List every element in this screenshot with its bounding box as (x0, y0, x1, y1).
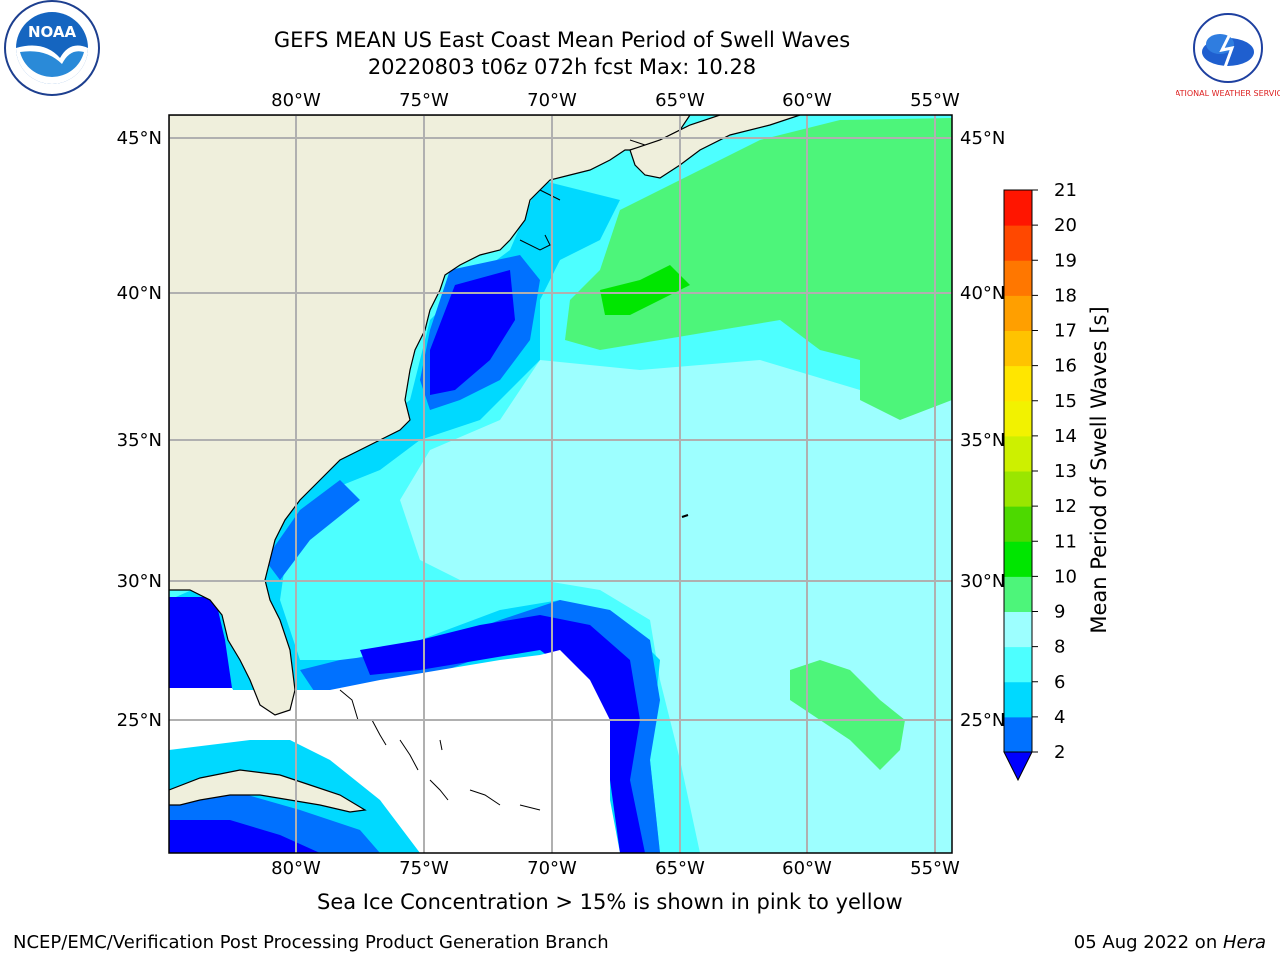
colorbar-swatch (1004, 611, 1032, 648)
colorbar-tick-label: 13 (1054, 461, 1077, 482)
colorbar-tick-label: 10 (1054, 566, 1077, 587)
footer-machine: Hera (1222, 932, 1266, 953)
chart-subtitle: 20220803 t06z 072h fcst Max: 10.28 (367, 55, 757, 79)
no-data-gulf-south (169, 688, 250, 740)
lat-label: 45°N (117, 128, 162, 149)
colorbar-tick-label: 20 (1054, 215, 1077, 236)
colorbar-label: Mean Period of Swell Waves [s] (1087, 306, 1111, 633)
colorbar-tick-label: 16 (1054, 356, 1077, 377)
swell-region-under-2 (430, 270, 515, 395)
lat-label: 25°N (960, 710, 1005, 731)
lon-label: 60°W (782, 90, 832, 111)
lon-label: 55°W (910, 858, 960, 879)
swell-region-10-11 (600, 265, 690, 315)
lon-label: 60°W (782, 858, 832, 879)
lon-label: 70°W (527, 858, 577, 879)
lon-label: 55°W (910, 90, 960, 111)
colorbar-swatch (1004, 225, 1032, 261)
colorbar-tick-label: 15 (1054, 391, 1077, 412)
land-cuba (169, 769, 367, 813)
footer-date-text: 05 Aug 2022 on (1073, 932, 1223, 953)
colorbar-tick-label: 12 (1054, 496, 1077, 517)
colorbar-swatch (1004, 400, 1032, 437)
colorbar-swatch (1004, 190, 1032, 226)
map-grid (169, 115, 952, 853)
swell-region-8-9 (400, 360, 952, 853)
colorbar-tick-label: 2 (1054, 742, 1065, 763)
colorbar-swatch (1004, 471, 1032, 507)
colorbar-tick-label: 4 (1054, 707, 1065, 728)
lat-label: 30°N (117, 571, 162, 592)
colorbar-swatch (1004, 435, 1032, 472)
lat-label: 40°N (117, 283, 162, 304)
lat-label: 45°N (960, 128, 1005, 149)
colorbar-swatch (1004, 295, 1032, 331)
swell-region-9-10-south (790, 660, 905, 770)
colorbar-tick-label: 8 (1054, 637, 1065, 658)
lon-label: 65°W (655, 90, 705, 111)
map-frame (168, 114, 953, 854)
lat-label: 30°N (960, 571, 1005, 592)
colorbar-tick-label: 6 (1054, 672, 1065, 693)
swell-region-2-4-se (265, 480, 360, 580)
lon-label: 65°W (655, 858, 705, 879)
lat-label: 25°N (117, 710, 162, 731)
colorbar-swatch (1004, 260, 1032, 296)
colorbar-tick-label: 9 (1054, 602, 1065, 623)
nws-logo-text: NATIONAL WEATHER SERVICE (1176, 89, 1280, 98)
footer-date: 05 Aug 2022 on Hera (1074, 932, 1266, 953)
chart-title: GEFS MEAN US East Coast Mean Period of S… (273, 28, 851, 52)
island-bermuda (681, 514, 689, 518)
sea-ice-note: Sea Ice Concentration > 15% is shown in … (317, 890, 903, 914)
colorbar-swatch (1004, 365, 1032, 402)
lon-labels-bottom: 80°W 75°W 70°W 65°W 60°W 55°W (271, 858, 960, 879)
colorbar: 2 4 6 8 9 10 11 12 13 14 15 16 17 18 19 20 21 (1003, 180, 1077, 782)
footer-credit: NCEP/EMC/Verification Post Processing Pr… (13, 932, 609, 953)
bahamas-islands (339, 689, 541, 811)
colorbar-tick-label: 17 (1054, 321, 1077, 342)
land-nova-scotia (629, 115, 801, 179)
swell-region-gulf (169, 597, 232, 688)
lat-label: 35°N (117, 430, 162, 451)
colorbar-tick-label: 11 (1054, 531, 1077, 552)
lon-label: 75°W (399, 858, 449, 879)
colorbar-swatch (1004, 506, 1032, 542)
colorbar-swatch (1004, 541, 1032, 577)
lon-label: 75°W (399, 90, 449, 111)
lat-label: 40°N (960, 283, 1005, 304)
colorbar-swatch (1004, 716, 1032, 753)
colorbar-swatch (1004, 330, 1032, 367)
map-area (169, 115, 952, 853)
nws-logo: NATIONAL WEATHER SERVICE (1176, 2, 1280, 98)
lat-labels-right: 45°N 40°N 35°N 30°N 25°N (960, 128, 1005, 731)
colorbar-tick-label: 18 (1054, 285, 1077, 306)
land-north-america (169, 115, 691, 716)
noaa-logo: NOAA (4, 0, 100, 96)
lon-label: 80°W (271, 858, 321, 879)
noaa-logo-text: NOAA (28, 23, 77, 41)
lon-label: 80°W (271, 90, 321, 111)
colorbar-tick-label: 14 (1054, 426, 1077, 447)
lat-label: 35°N (960, 430, 1005, 451)
colorbar-swatch (1004, 576, 1032, 612)
lon-labels-top: 80°W 75°W 70°W 65°W 60°W 55°W (271, 90, 960, 111)
colorbar-swatch (1004, 646, 1032, 683)
colorbar-swatch (1004, 681, 1032, 718)
lat-labels-left: 45°N 40°N 35°N 30°N 25°N (117, 128, 162, 731)
swell-region-9-10 (565, 118, 952, 420)
swell-region-caribbean-under-2 (169, 820, 320, 853)
colorbar-tick-label: 21 (1054, 180, 1077, 201)
colorbar-tick-label: 19 (1054, 250, 1077, 271)
colorbar-under-arrow (1003, 751, 1033, 782)
lon-label: 70°W (527, 90, 577, 111)
